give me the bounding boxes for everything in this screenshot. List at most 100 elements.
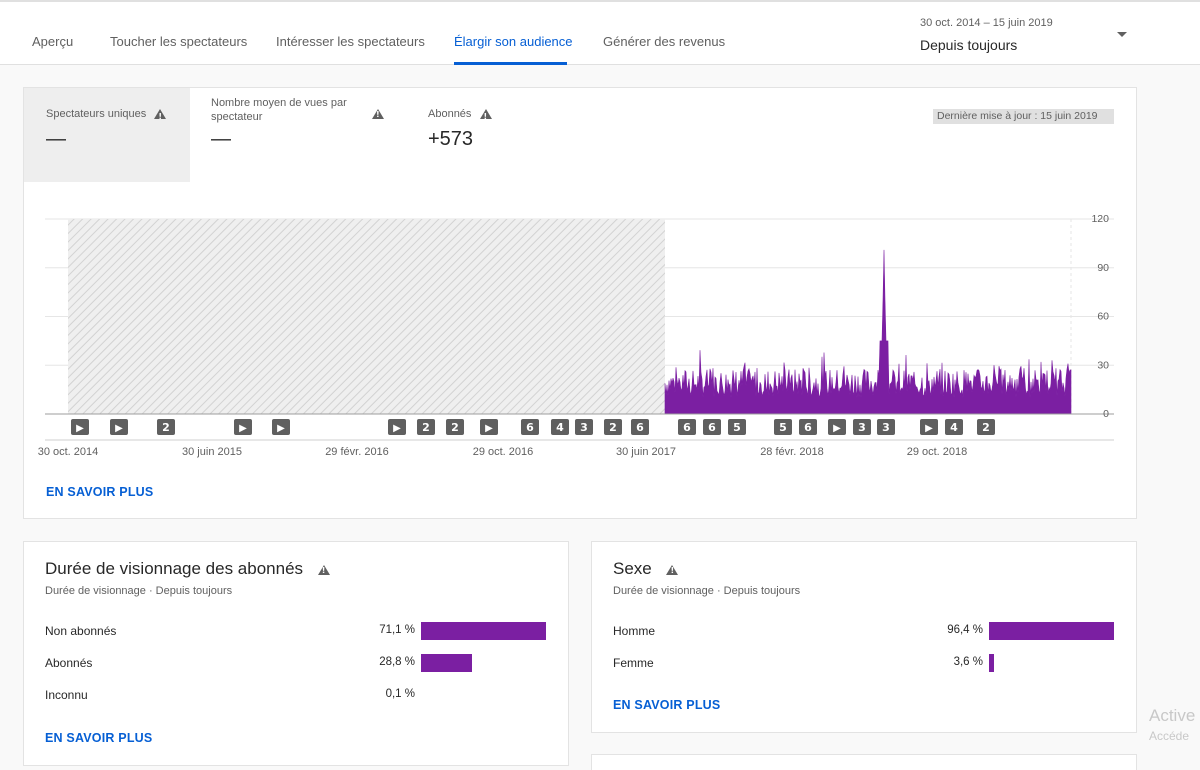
warning-icon: [479, 109, 492, 124]
chevron-down-icon[interactable]: [1117, 32, 1127, 37]
event-marker[interactable]: 3: [853, 419, 871, 435]
gender-card: Sexe Durée de visionnage · Depuis toujou…: [591, 541, 1137, 733]
play-icon: ▶: [277, 423, 285, 434]
event-marker-count: 4: [950, 421, 958, 434]
watch-time-title: Durée de visionnage des abonnés: [45, 559, 304, 578]
event-marker-box: [575, 419, 593, 435]
event-marker[interactable]: ▶: [272, 419, 290, 435]
event-marker-count: 3: [882, 421, 890, 434]
event-marker[interactable]: 5: [774, 419, 792, 435]
x-tick-label: 29 oct. 2016: [473, 446, 534, 458]
warning-icon: [317, 564, 330, 575]
x-tick-label: 28 févr. 2018: [760, 446, 824, 458]
event-marker-box: [799, 419, 817, 435]
event-marker-box: [828, 419, 846, 435]
event-marker-box: [631, 419, 649, 435]
event-marker-box: [728, 419, 746, 435]
bar-subscribers: [421, 654, 472, 672]
event-marker[interactable]: ▶: [828, 419, 846, 435]
row-pct-male: 96,4 %: [947, 624, 983, 636]
event-marker[interactable]: 2: [446, 419, 464, 435]
play-icon: ▶: [485, 423, 493, 434]
event-marker-box: [234, 419, 252, 435]
metric-subscribers[interactable]: Abonnés +573: [400, 88, 600, 182]
event-marker[interactable]: 6: [799, 419, 817, 435]
event-marker[interactable]: ▶: [71, 419, 89, 435]
audience-chart-card: Spectateurs uniques — Nombre moyen de vu…: [23, 87, 1137, 519]
event-marker[interactable]: ▶: [480, 419, 498, 435]
y-tick-label: 0: [1103, 408, 1109, 420]
event-marker-box: [604, 419, 622, 435]
metric-value: —: [46, 128, 66, 150]
event-marker[interactable]: 3: [877, 419, 895, 435]
learn-more-link[interactable]: EN SAVOIR PLUS: [45, 731, 153, 745]
metric-avg-views[interactable]: Nombre moyen de vues par spectateur —: [190, 88, 400, 182]
event-marker-box: [446, 419, 464, 435]
event-marker-box: [877, 419, 895, 435]
metric-unique-viewers[interactable]: Spectateurs uniques —: [24, 88, 190, 182]
event-marker-box: [71, 419, 89, 435]
event-marker-count: 2: [451, 421, 459, 434]
event-marker[interactable]: 2: [417, 419, 435, 435]
event-marker[interactable]: ▶: [388, 419, 406, 435]
event-marker-box: [272, 419, 290, 435]
play-icon: ▶: [76, 423, 84, 434]
tab-engagement[interactable]: Intéresser les spectateurs: [276, 34, 425, 49]
subscribers-chart[interactable]: 120 90 60 30 0 ▶ ▶ 2 ▶ ▶ ▶ 2 2 ▶ 6 4 3 2 6 6 6 5 5 6 ▶ 3 3 ▶ 4 2 30 …: [24, 192, 1136, 482]
tab-reach[interactable]: Toucher les spectateurs: [110, 34, 248, 49]
event-marker-box: [417, 419, 435, 435]
y-tick-label: 120: [1091, 213, 1109, 225]
event-marker-box: [678, 419, 696, 435]
learn-more-link[interactable]: EN SAVOIR PLUS: [46, 485, 154, 499]
card-subtitle: Durée de visionnage · Depuis toujours: [45, 585, 233, 597]
metric-label-line2: spectateur: [211, 111, 263, 123]
x-tick-label: 30 juin 2015: [182, 446, 242, 458]
date-range-subtitle: 30 oct. 2014 – 15 juin 2019: [920, 17, 1053, 29]
event-marker[interactable]: 5: [728, 419, 746, 435]
event-marker-box: [774, 419, 792, 435]
metric-label-line1: Nombre moyen de vues par: [211, 97, 347, 109]
event-marker[interactable]: 2: [604, 419, 622, 435]
event-marker-count: 2: [609, 421, 617, 434]
next-card: [591, 754, 1137, 770]
windows-activation-watermark: Active: [1149, 706, 1196, 725]
event-marker[interactable]: 6: [678, 419, 696, 435]
y-tick-label: 30: [1097, 359, 1109, 371]
event-marker-count: 3: [858, 421, 866, 434]
date-range-selector[interactable]: Depuis toujours: [920, 37, 1018, 53]
tab-revenue[interactable]: Générer des revenus: [603, 34, 726, 49]
event-marker[interactable]: 2: [977, 419, 995, 435]
play-icon: ▶: [833, 423, 841, 434]
event-marker-box: [388, 419, 406, 435]
tab-overview[interactable]: Aperçu: [32, 34, 74, 49]
gender-title: Sexe: [613, 559, 652, 578]
y-tick-label: 90: [1097, 262, 1109, 274]
event-marker[interactable]: ▶: [920, 419, 938, 435]
no-data-region: [68, 219, 665, 414]
x-tick-label: 29 févr. 2016: [325, 446, 389, 458]
event-marker[interactable]: 4: [551, 419, 569, 435]
card-title: Durée de visionnage des abonnés: [45, 559, 330, 579]
event-marker[interactable]: ▶: [234, 419, 252, 435]
row-label-non-subscribers: Non abonnés: [45, 624, 117, 638]
event-marker-count: 3: [580, 421, 588, 434]
event-marker[interactable]: 2: [157, 419, 175, 435]
tab-audience[interactable]: Élargir son audience: [454, 34, 573, 49]
event-marker[interactable]: 6: [703, 419, 721, 435]
row-label-subscribers: Abonnés: [45, 656, 93, 670]
warning-icon: [154, 109, 167, 124]
event-marker[interactable]: 4: [945, 419, 963, 435]
learn-more-link[interactable]: EN SAVOIR PLUS: [613, 698, 721, 712]
event-marker[interactable]: 6: [521, 419, 539, 435]
event-marker-box: [945, 419, 963, 435]
card-title: Sexe: [613, 559, 679, 579]
event-marker[interactable]: 3: [575, 419, 593, 435]
metric-label: Spectateurs uniques: [46, 108, 147, 120]
event-marker-count: 2: [422, 421, 430, 434]
event-marker[interactable]: 6: [631, 419, 649, 435]
warning-icon: [372, 109, 384, 119]
event-marker-box: [977, 419, 995, 435]
event-marker-count: 6: [636, 421, 644, 434]
event-marker[interactable]: ▶: [110, 419, 128, 435]
bar-male: [989, 622, 1114, 640]
